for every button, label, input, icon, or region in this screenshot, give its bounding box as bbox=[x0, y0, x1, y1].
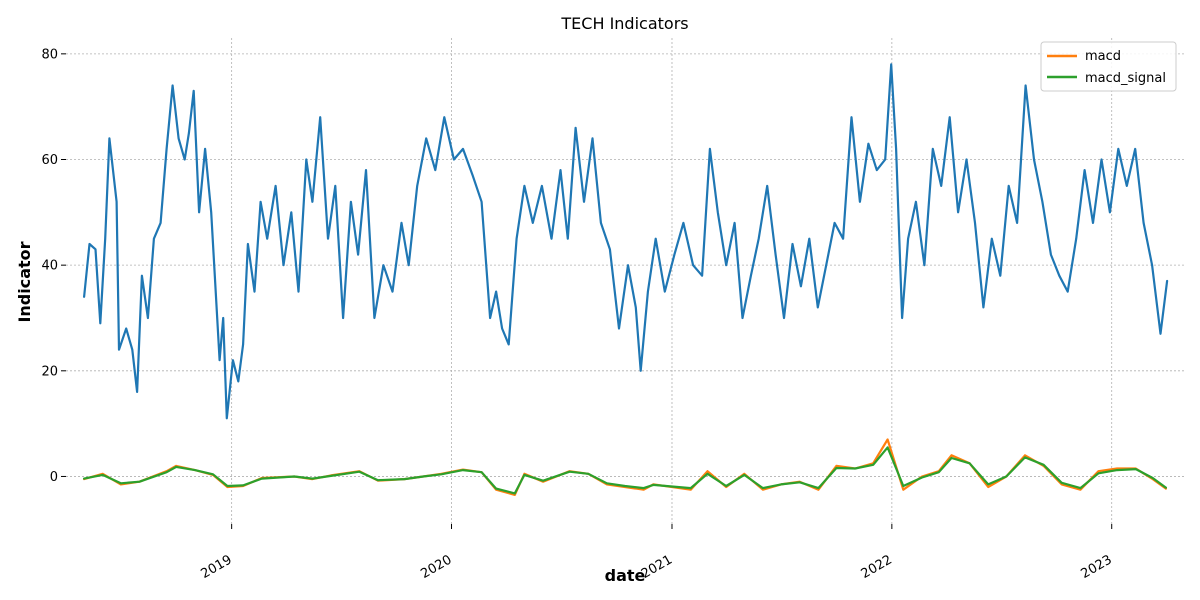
x-tick-label: 2019 bbox=[198, 552, 234, 582]
x-tick-label: 2020 bbox=[418, 552, 454, 582]
series-line-macd-signal bbox=[83, 446, 1167, 495]
x-tick-label: 2023 bbox=[1079, 552, 1115, 582]
legend-label-macd-signal: macd_signal bbox=[1085, 71, 1166, 86]
chart-title: TECH Indicators bbox=[560, 14, 688, 33]
grid-layer bbox=[66, 38, 1184, 524]
series-line-rsi bbox=[83, 63, 1169, 420]
x-axis-title: date bbox=[605, 566, 646, 585]
legend-box bbox=[1040, 41, 1177, 92]
y-tick-label: 0 bbox=[50, 470, 58, 485]
legend: macd macd_signal bbox=[1040, 41, 1177, 92]
y-tick-label: 80 bbox=[41, 47, 58, 62]
y-axis-title: Indicator bbox=[15, 241, 34, 322]
y-tick-label: 20 bbox=[41, 364, 58, 379]
legend-label-macd: macd bbox=[1085, 49, 1121, 64]
series-layer bbox=[83, 63, 1169, 496]
y-tick-label: 40 bbox=[41, 259, 58, 274]
x-tick-label: 2022 bbox=[859, 552, 895, 582]
y-tick-label: 60 bbox=[41, 153, 58, 168]
